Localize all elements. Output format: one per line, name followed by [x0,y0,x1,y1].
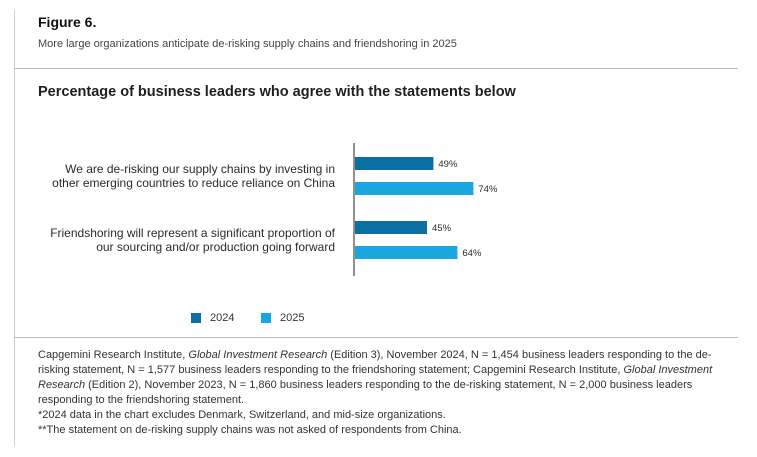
source-citation: Capgemini Research Institute, Global Inv… [38,348,728,408]
data-label-2025: 74% [478,184,498,195]
data-label-2024: 49% [438,159,458,170]
legend-label-2025: 2025 [280,312,305,324]
figure-label: Figure 6. [38,14,97,30]
category-label: We are de-risking our supply chains by i… [52,162,335,190]
figure-subtitle: More large organizations anticipate de-r… [38,38,457,50]
source-text-2: (Edition 3), November 2024, N = 1,454 bu… [38,349,712,376]
top-divider [14,68,738,69]
bar-2024 [355,221,427,234]
source-text-3: (Edition 2), November 2023, N = 1,860 bu… [38,379,693,406]
bottom-divider [14,337,738,338]
category-label-line: Friendshoring will represent a significa… [50,226,335,240]
left-border-line [14,10,15,446]
legend-swatch-2025 [261,313,271,323]
legend-label-2024: 2024 [210,312,235,324]
data-label-2025: 64% [462,248,482,259]
footnote-2: **The statement on de-risking supply cha… [38,424,462,436]
legend-item-2024: 2024 [191,312,234,324]
category-label-line: We are de-risking our supply chains by i… [65,162,335,176]
data-label-2024: 45% [432,223,452,234]
bar-2024 [355,157,434,170]
footnote-1: *2024 data in the chart excludes Denmark… [38,409,446,421]
source-text-1: Capgemini Research Institute, [38,349,189,361]
legend-item-2025: 2025 [261,312,304,324]
source-title-2: Global Investment Research [38,364,713,391]
category-label-line: other emerging countries to reduce relia… [52,176,335,190]
source-title-1: Global Investment Research [188,349,328,361]
bar-2025 [355,182,474,195]
bar-2025 [355,246,458,259]
chart-title: Percentage of business leaders who agree… [38,84,516,100]
legend-swatch-2024 [191,313,201,323]
source-notes: Capgemini Research Institute, Global Inv… [38,348,728,438]
category-label: Friendshoring will represent a significa… [50,226,335,254]
category-label-line: our sourcing and/or production going for… [96,240,335,254]
